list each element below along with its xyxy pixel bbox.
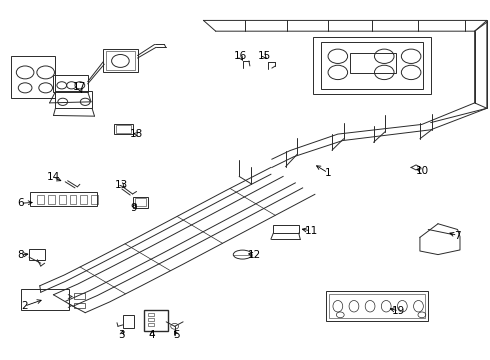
Bar	[145, 310, 168, 331]
Text: 2: 2	[21, 301, 27, 311]
Text: 7: 7	[454, 231, 461, 240]
Bar	[314, 37, 431, 94]
Bar	[148, 318, 154, 321]
Text: 6: 6	[17, 198, 24, 208]
Text: 17: 17	[73, 82, 86, 93]
Text: 3: 3	[119, 330, 125, 340]
Bar	[30, 192, 98, 206]
Text: 19: 19	[392, 306, 406, 316]
Bar	[148, 323, 154, 326]
Bar	[74, 293, 85, 299]
Bar	[70, 195, 76, 204]
Text: 15: 15	[258, 51, 271, 61]
Text: 16: 16	[234, 51, 247, 61]
Bar	[329, 294, 425, 319]
Bar	[273, 225, 299, 233]
Bar	[11, 56, 55, 98]
Bar	[135, 198, 147, 206]
Bar	[80, 195, 87, 204]
Bar	[321, 42, 423, 89]
Bar	[74, 303, 85, 309]
Bar	[114, 124, 133, 134]
Bar	[116, 125, 131, 133]
Bar	[91, 195, 98, 204]
Bar	[21, 289, 69, 310]
Text: 12: 12	[248, 249, 261, 260]
Text: 11: 11	[304, 226, 318, 236]
Bar	[350, 53, 396, 73]
Bar	[37, 195, 44, 204]
Bar	[133, 197, 148, 208]
Text: 8: 8	[17, 250, 24, 260]
Text: 14: 14	[47, 172, 60, 183]
Bar	[29, 249, 45, 260]
Text: 13: 13	[115, 180, 128, 190]
Bar	[148, 313, 154, 316]
Bar	[53, 75, 88, 92]
Bar	[103, 49, 138, 72]
Bar	[55, 91, 92, 108]
Text: 9: 9	[130, 203, 137, 213]
Text: 1: 1	[325, 168, 331, 178]
Bar	[59, 195, 66, 204]
Text: 5: 5	[173, 330, 180, 340]
Bar	[106, 51, 135, 70]
Bar	[326, 291, 428, 320]
Text: 18: 18	[130, 129, 143, 139]
Text: 10: 10	[416, 166, 428, 176]
Bar	[123, 315, 134, 328]
Text: 4: 4	[149, 330, 155, 340]
Bar	[48, 195, 55, 204]
